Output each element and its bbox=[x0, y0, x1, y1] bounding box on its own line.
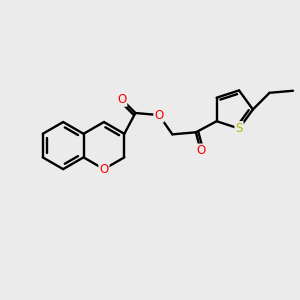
Text: S: S bbox=[236, 122, 243, 135]
Text: O: O bbox=[154, 109, 164, 122]
Text: O: O bbox=[196, 145, 206, 158]
Text: O: O bbox=[99, 163, 109, 176]
Text: O: O bbox=[117, 93, 126, 106]
